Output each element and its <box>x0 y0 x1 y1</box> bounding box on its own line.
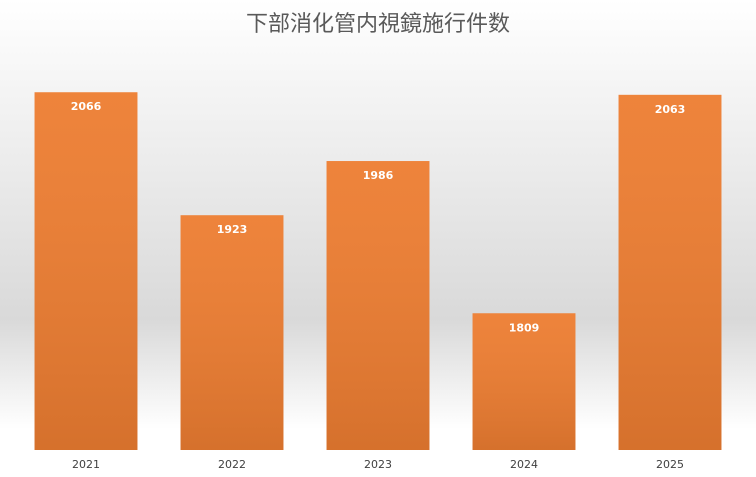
bar <box>618 94 722 450</box>
chart-title: 下部消化管内視鏡施行件数 <box>246 12 510 37</box>
x-tick-label: 2021 <box>72 458 100 471</box>
bar <box>326 161 430 451</box>
bar <box>34 92 138 451</box>
x-tick-label: 2022 <box>218 458 246 471</box>
x-tick-label: 2025 <box>656 458 684 471</box>
value-label: 1923 <box>217 223 248 236</box>
x-tick-label: 2024 <box>510 458 538 471</box>
value-label: 2066 <box>71 100 102 113</box>
bar <box>180 215 284 450</box>
value-label: 2063 <box>655 103 686 116</box>
x-tick-label: 2023 <box>364 458 392 471</box>
value-label: 1809 <box>509 321 540 334</box>
value-label: 1986 <box>363 169 394 182</box>
